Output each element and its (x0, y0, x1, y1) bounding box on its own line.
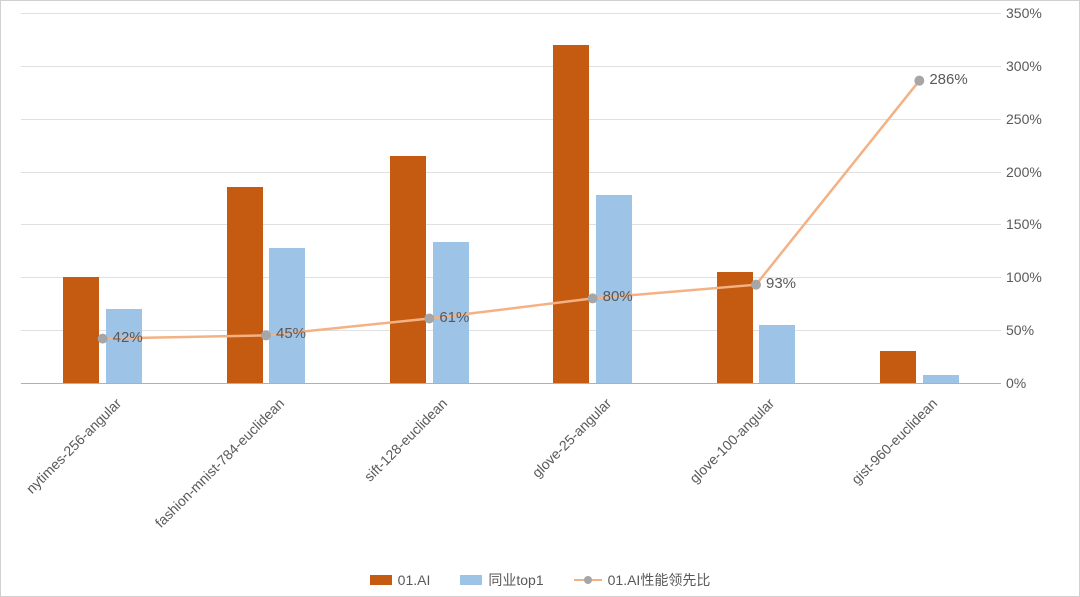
gridline (21, 277, 1001, 278)
ytick-label: 50% (1006, 322, 1061, 338)
gridline (21, 330, 1001, 331)
ytick-label: 350% (1006, 5, 1061, 21)
ytick-label: 100% (1006, 269, 1061, 285)
line-data-label: 286% (929, 71, 967, 88)
line-marker (915, 76, 924, 85)
legend-swatch (370, 575, 392, 585)
legend-line-marker-icon (574, 575, 602, 585)
line-data-label: 45% (276, 325, 306, 342)
xtick-label: glove-25-angular (461, 395, 614, 548)
bar-01.AI (717, 272, 753, 383)
legend-label: 同业top1 (488, 570, 543, 590)
ytick-label: 250% (1006, 111, 1061, 127)
bar-01.AI (227, 187, 263, 383)
bar-01.AI (553, 45, 589, 383)
gridline (21, 224, 1001, 225)
xtick-label: glove-100-angular (625, 395, 778, 548)
ytick-label: 150% (1006, 216, 1061, 232)
plot-area: 0%50%100%150%200%250%300%350%nytimes-256… (21, 13, 1001, 383)
gridline (21, 119, 1001, 120)
line-series (21, 13, 1001, 383)
legend-item: 01.AI (370, 572, 431, 588)
legend-label: 01.AI性能领先比 (608, 570, 711, 590)
ytick-label: 200% (1006, 164, 1061, 180)
legend-item: 同业top1 (460, 570, 543, 590)
bar-同业top1 (759, 325, 795, 383)
ytick-label: 0% (1006, 375, 1061, 391)
xtick-label: fashion-mnist-784-euclidean (135, 395, 288, 548)
xtick-label: sift-128-euclidean (298, 395, 451, 548)
bar-同业top1 (269, 248, 305, 383)
line-data-label: 80% (603, 288, 633, 305)
bar-同业top1 (923, 375, 959, 383)
line-data-label: 42% (113, 329, 143, 346)
axis-baseline (21, 383, 1001, 384)
gridline (21, 13, 1001, 14)
legend: 01.AI 同业top1 01.AI性能领先比 (1, 570, 1079, 590)
ytick-label: 300% (1006, 58, 1061, 74)
legend-label: 01.AI (398, 572, 431, 588)
bar-01.AI (390, 156, 426, 383)
xtick-label: nytimes-256-angular (0, 395, 124, 548)
line-data-label: 61% (439, 309, 469, 326)
legend-item: 01.AI性能领先比 (574, 570, 711, 590)
chart-container: 0% 50% 100% 150% 200% 250% 300% 350% nytimes-256… (0, 0, 1080, 597)
gridline (21, 172, 1001, 173)
bar-01.AI (63, 277, 99, 383)
bar-01.AI (880, 351, 916, 383)
line-marker (752, 280, 761, 289)
xtick-label: gist-960-euclidean (788, 395, 941, 548)
legend-swatch (460, 575, 482, 585)
bar-同业top1 (106, 309, 142, 383)
gridline (21, 66, 1001, 67)
line-data-label: 93% (766, 275, 796, 292)
